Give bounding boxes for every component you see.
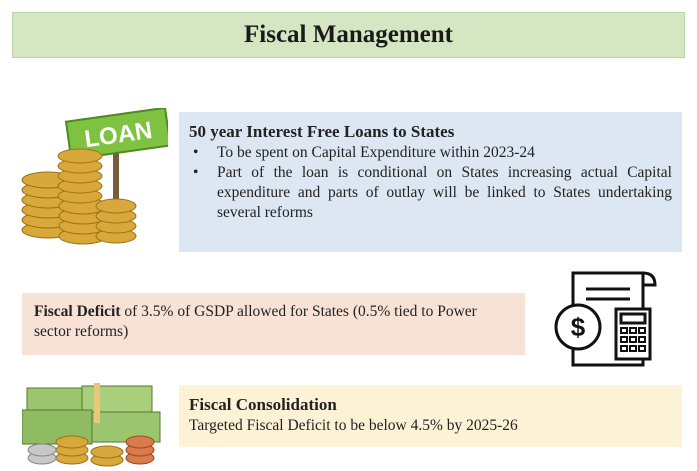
- loan-icon: LOAN: [21, 108, 168, 245]
- consolidation-text: Targeted Fiscal Deficit to be below 4.5%…: [189, 417, 518, 434]
- deficit-text: of 3.5% of GSDP allowed for States (0.5%…: [34, 303, 477, 340]
- bullet: To be spent on Capital Expenditure withi…: [189, 143, 672, 163]
- title-banner: Fiscal Management: [12, 12, 685, 58]
- deficit-heading: Fiscal Deficit: [34, 303, 121, 320]
- bullet: Part of the loan is conditional on State…: [189, 163, 672, 223]
- money-icon: [22, 383, 161, 467]
- loans-box: 50 year Interest Free Loans to States To…: [179, 112, 682, 252]
- calculator-icon: $: [554, 271, 657, 367]
- loans-heading: 50 year Interest Free Loans to States: [189, 122, 455, 141]
- consolidation-box: Fiscal Consolidation Targeted Fiscal Def…: [179, 385, 682, 447]
- deficit-box: Fiscal Deficit of 3.5% of GSDP allowed f…: [22, 293, 525, 355]
- title: Fiscal Management: [244, 21, 453, 48]
- dollar-symbol: $: [571, 312, 586, 342]
- consolidation-heading: Fiscal Consolidation: [189, 395, 337, 414]
- loans-bullets: To be spent on Capital Expenditure withi…: [189, 143, 672, 223]
